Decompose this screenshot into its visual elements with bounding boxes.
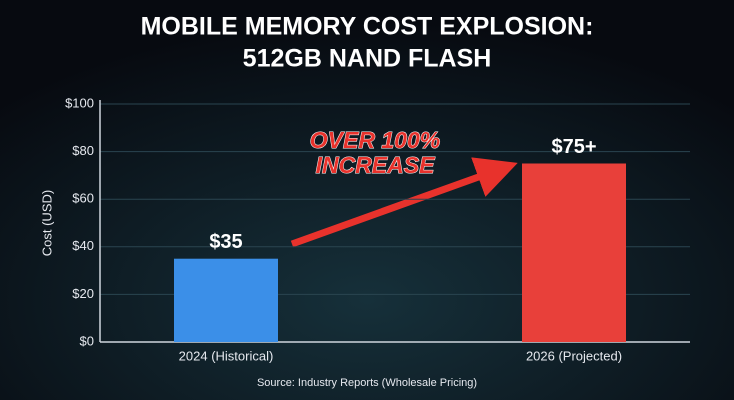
y-tick-label: $40 xyxy=(72,238,94,253)
y-tick-label: $60 xyxy=(72,191,94,206)
y-axis-label: Cost (USD) xyxy=(39,190,54,256)
y-tick-label: $0 xyxy=(80,333,94,348)
y-tick-label: $20 xyxy=(72,286,94,301)
x-tick-label: 2026 (Projected) xyxy=(526,348,622,363)
value-label: $35 xyxy=(209,231,242,253)
y-tick-label: $100 xyxy=(65,95,94,110)
value-label: $75+ xyxy=(551,136,596,158)
annotation: OVER 100% xyxy=(310,127,440,153)
x-tick-label: 2024 (Historical) xyxy=(179,348,274,363)
bar xyxy=(522,163,626,342)
arrow xyxy=(290,157,518,248)
bar xyxy=(174,258,278,342)
y-tick-label: $80 xyxy=(72,143,94,158)
chart-title: MOBILE MEMORY COST EXPLOSION: xyxy=(141,13,594,41)
source-note: Source: Industry Reports (Wholesale Pric… xyxy=(257,377,477,389)
annotation: INCREASE xyxy=(316,152,436,178)
chart-title: 512GB NAND FLASH xyxy=(243,45,492,73)
